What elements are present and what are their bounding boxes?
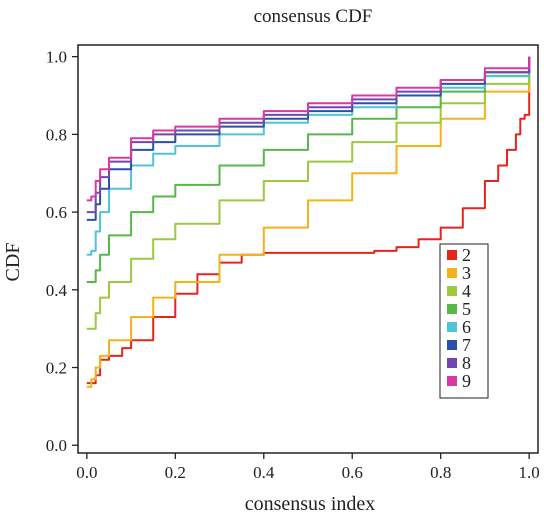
legend-swatch-4 — [447, 286, 457, 296]
x-tick-label: 0.4 — [253, 463, 275, 482]
y-tick-label: 0.8 — [46, 125, 67, 144]
x-tick-label: 0.8 — [430, 463, 451, 482]
legend-label-8: 8 — [462, 353, 471, 373]
legend-swatch-2 — [447, 250, 457, 260]
legend-label-4: 4 — [462, 281, 471, 301]
series-line-4 — [86, 56, 531, 330]
legend-swatch-5 — [447, 304, 457, 314]
legend-label-9: 9 — [462, 371, 471, 391]
chart-title: consensus CDF — [254, 6, 373, 27]
y-tick-label: 0.2 — [46, 359, 67, 378]
series-line-5 — [86, 56, 531, 283]
x-tick-label: 1.0 — [519, 463, 540, 482]
x-tick-label: 0.6 — [342, 463, 363, 482]
x-axis: 0.0 0.2 0.4 0.6 0.8 1.0 — [76, 453, 540, 482]
series-line-9 — [86, 56, 531, 202]
plot-frame — [77, 44, 539, 454]
y-axis: 0.0 0.2 0.4 0.6 0.8 1.0 — [46, 48, 78, 455]
legend-swatch-9 — [447, 376, 457, 386]
legend-label-3: 3 — [462, 263, 471, 283]
legend-label-7: 7 — [462, 335, 471, 355]
legend-label-5: 5 — [462, 299, 471, 319]
y-tick-label: 0.4 — [46, 281, 68, 300]
legend-label-2: 2 — [462, 245, 471, 265]
legend-swatch-8 — [447, 358, 457, 368]
x-axis-label: consensus index — [245, 493, 376, 515]
series-lines — [86, 56, 531, 388]
series-line-2 — [86, 56, 531, 385]
legend-swatch-6 — [447, 322, 457, 332]
series-line-3 — [86, 56, 531, 388]
y-axis-label: CDF — [2, 243, 24, 282]
legend-label-6: 6 — [462, 317, 471, 337]
legend-swatch-7 — [447, 340, 457, 350]
x-tick-label: 0.0 — [76, 463, 97, 482]
y-tick-label: 1.0 — [46, 48, 67, 67]
legend-swatch-3 — [447, 268, 457, 278]
x-tick-label: 0.2 — [165, 463, 186, 482]
y-tick-label: 0.6 — [46, 203, 67, 222]
y-tick-label: 0.0 — [46, 436, 67, 455]
